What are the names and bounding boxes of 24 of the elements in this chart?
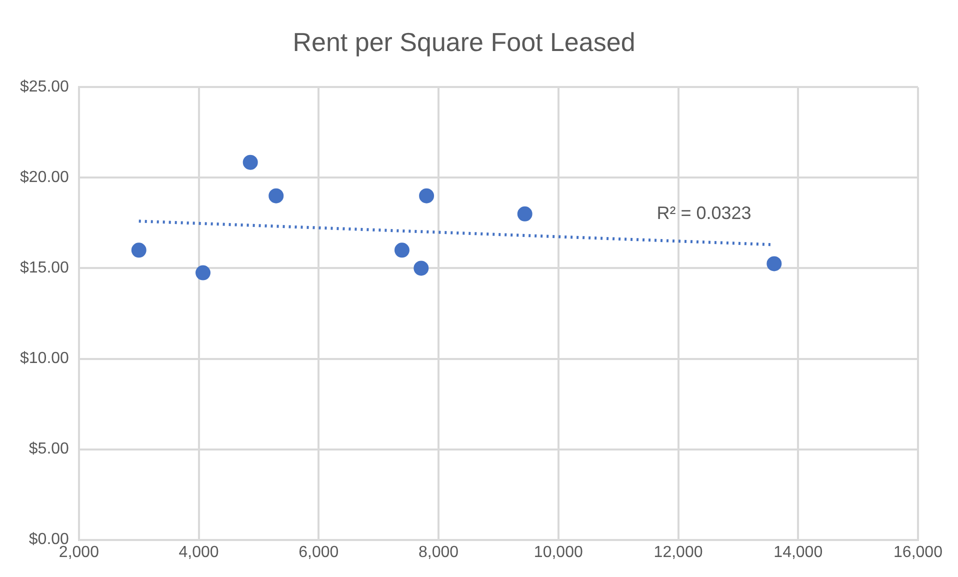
point [268,188,284,204]
x-tick-label: 10,000 [534,544,583,561]
annotation: R² = 0.0323 [656,202,752,223]
y-tick-label: $15.00 [20,260,70,277]
point [766,256,782,272]
x-tick-label: 6,000 [298,544,339,561]
point [517,206,532,222]
point [196,265,210,280]
x-tick-label: 12,000 [654,544,703,561]
y-tick-label: $20.00 [20,169,70,186]
y-tick-label: $25.00 [20,78,70,96]
point [419,188,434,204]
point [414,260,429,276]
point [131,242,146,258]
y-tick-label: $5.00 [28,440,70,458]
x-tick-label: 4,000 [178,544,219,561]
x-tick-label: 14,000 [774,544,823,561]
y-tick-label: $10.00 [20,350,70,368]
x-tick-label: 16,000 [894,544,943,561]
point [394,242,410,258]
chart-title: Rent per Square Foot Leased [292,26,636,57]
x-tick-label: 2,000 [58,544,100,561]
x-tick-label: 8,000 [418,544,459,561]
point [242,154,258,170]
